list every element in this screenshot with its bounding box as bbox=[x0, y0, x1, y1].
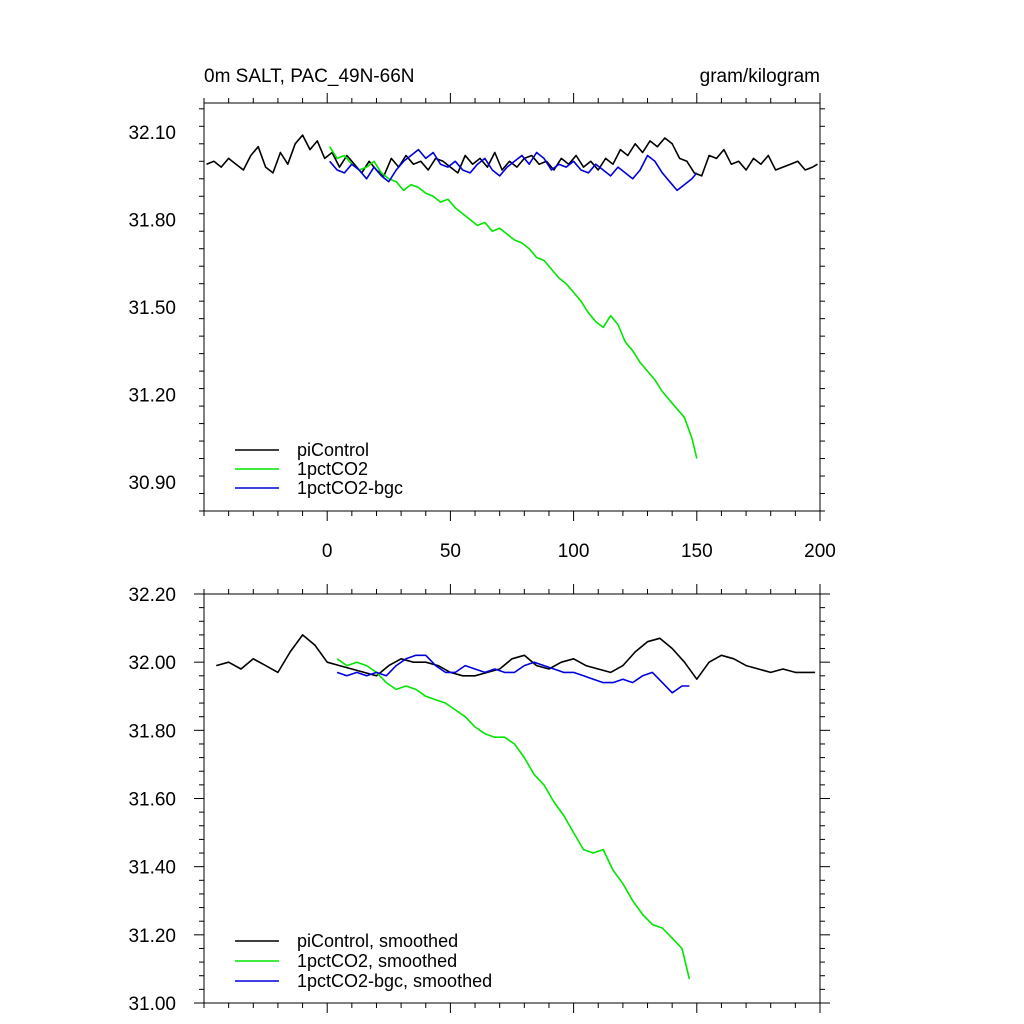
series-line bbox=[336, 654, 690, 694]
bottom-panel: 31.00 31.20 31.40 31.60 31.80 32.00 32.20 piCon… bbox=[128, 584, 830, 1015]
series-line bbox=[336, 658, 691, 980]
legend-label: piControl bbox=[297, 440, 369, 460]
y-tick-label: 30.90 bbox=[128, 473, 176, 494]
x-tick-label: 150 bbox=[681, 541, 713, 562]
series-line bbox=[329, 148, 698, 192]
y-tick-label: 31.20 bbox=[128, 926, 176, 947]
y-tick-label: 32.20 bbox=[128, 585, 176, 606]
x-tick-label: 200 bbox=[804, 541, 836, 562]
x-tick-label: 100 bbox=[558, 541, 590, 562]
legend-label: 1pctCO2-bgc bbox=[297, 478, 403, 498]
chart-title: 0m SALT, PAC_49N-66N bbox=[204, 66, 415, 87]
units-label: gram/kilogram bbox=[700, 66, 820, 87]
x-tick-label: 50 bbox=[440, 541, 461, 562]
legend-label: 1pctCO2, smoothed bbox=[297, 951, 457, 971]
y-tick-label: 31.80 bbox=[128, 721, 176, 742]
legend-label: 1pctCO2-bgc, smoothed bbox=[297, 971, 492, 991]
top-panel: 0m SALT, PAC_49N-66N gram/kilogram 0 50 10… bbox=[128, 66, 835, 562]
series-line bbox=[206, 134, 818, 177]
legend-label: piControl, smoothed bbox=[297, 931, 458, 951]
series-line bbox=[329, 146, 698, 459]
y-tick-label: 31.40 bbox=[128, 858, 176, 879]
series-line bbox=[216, 634, 816, 681]
y-tick-label: 31.60 bbox=[128, 790, 176, 811]
y-tick-label: 32.00 bbox=[128, 653, 176, 674]
y-tick-label: 31.50 bbox=[128, 298, 176, 319]
y-tick-label: 31.20 bbox=[128, 385, 176, 406]
legend-label: 1pctCO2 bbox=[297, 459, 368, 479]
y-tick-label: 31.00 bbox=[128, 994, 176, 1015]
x-tick-label: 0 bbox=[322, 541, 333, 562]
plot-frame bbox=[203, 102, 821, 512]
y-tick-label: 31.80 bbox=[128, 211, 176, 232]
y-tick-label: 32.10 bbox=[128, 123, 176, 144]
